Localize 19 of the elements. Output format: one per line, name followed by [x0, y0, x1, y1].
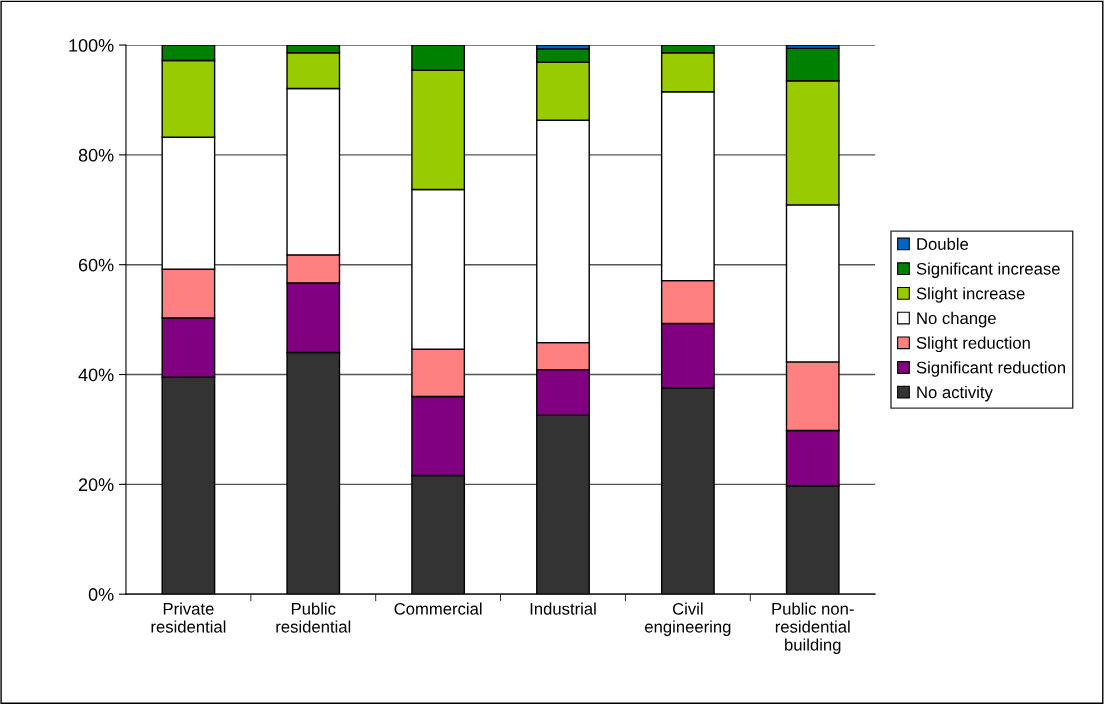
legend-label: Slight reduction — [916, 336, 1030, 353]
legend-label: Significant increase — [916, 262, 1060, 278]
y-tick-label: 20% — [78, 478, 114, 492]
legend-label: No change — [917, 311, 996, 328]
legend-label: Slight increase — [916, 287, 1025, 303]
y-tick-label: 40% — [78, 368, 114, 382]
x-tick-label: Civil engineering — [645, 602, 731, 636]
x-tick-label: Public residential — [276, 602, 351, 633]
y-tick-label: 60% — [78, 258, 114, 272]
y-tick-label: 0% — [88, 588, 114, 601]
legend-label: No activity — [917, 385, 993, 402]
x-tick-label: Public non- residential building — [772, 602, 854, 654]
x-tick-label: Industrial — [530, 602, 596, 615]
x-tick-label: Commercial — [394, 602, 482, 615]
y-tick-label: 100% — [69, 38, 114, 52]
legend-label: Double — [917, 237, 969, 250]
x-tick-label: Private residential — [151, 602, 226, 633]
legend-label: Significant reduction — [916, 361, 1065, 377]
y-tick-label: 80% — [78, 148, 114, 162]
